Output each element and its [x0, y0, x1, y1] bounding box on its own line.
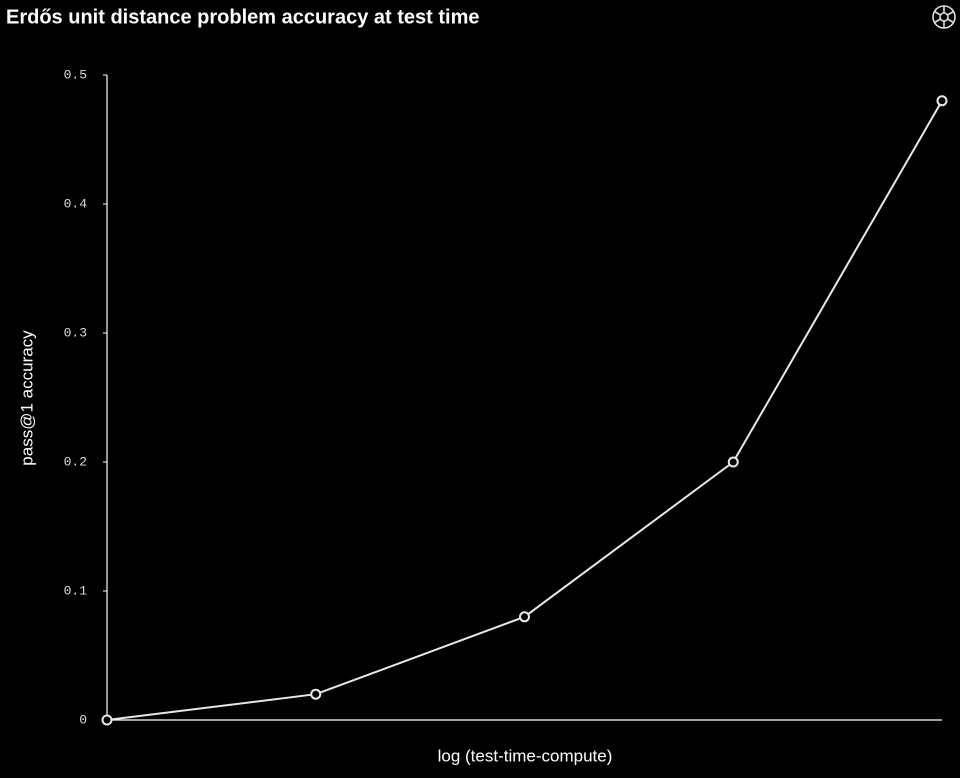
x-axis-label: log (test-time-compute) [438, 746, 613, 765]
point [727, 456, 739, 468]
chart-title: Erdős unit distance problem accuracy at … [6, 6, 479, 28]
y-tick-label: 0 [79, 712, 87, 727]
point [101, 714, 113, 726]
point [310, 688, 322, 700]
y-tick-label: 0.1 [64, 583, 88, 598]
y-tick-label: 0.4 [64, 196, 88, 211]
point [519, 611, 530, 623]
y-tick-label: 0.2 [64, 454, 87, 469]
y-tick-label: 0.5 [64, 67, 87, 82]
y-tick-label: 0.3 [64, 325, 87, 340]
y-axis-label: pass@1 accuracy [17, 330, 36, 466]
point [936, 95, 948, 107]
logo [932, 5, 956, 29]
